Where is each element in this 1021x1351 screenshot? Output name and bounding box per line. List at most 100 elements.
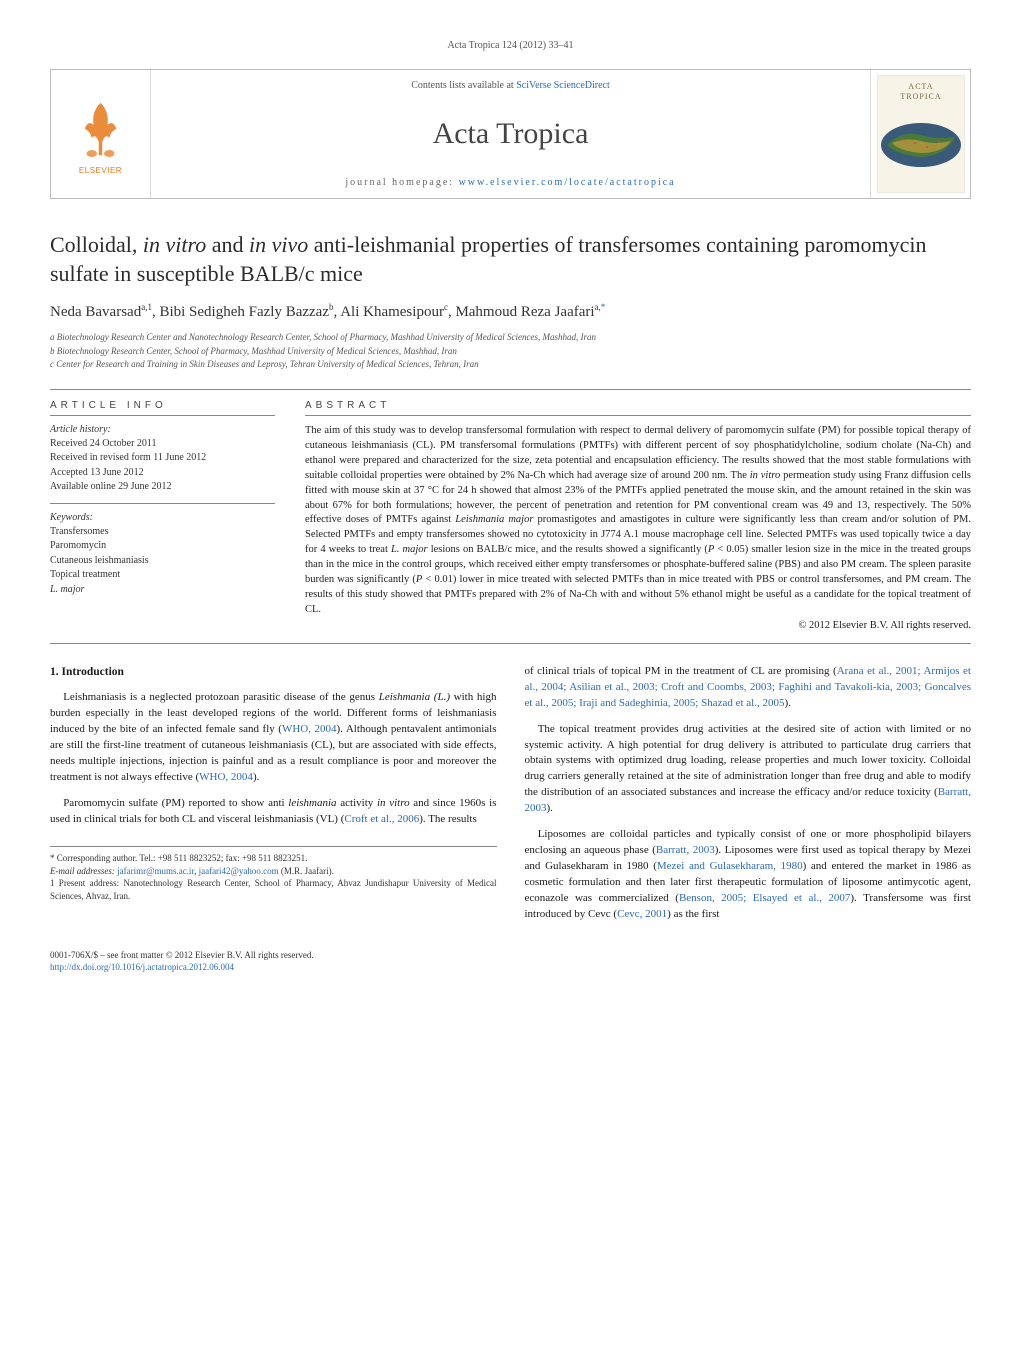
abs-seg-4: lesions on BALB/c mice, and the results … — [428, 544, 708, 555]
journal-cover: ACTA TROPICA — [870, 70, 970, 198]
c1p2-d: ). The results — [419, 813, 477, 825]
body-columns: 1. Introduction Leishmaniasis is a negle… — [50, 664, 971, 933]
kw-3: Cutaneous leishmaniasis — [50, 554, 275, 569]
ref-croft2006[interactable]: Croft et al., 2006 — [344, 813, 419, 825]
author-2: Bibi Sedigheh Fazly Bazzaz — [159, 304, 329, 320]
article-info-heading: article info — [50, 400, 275, 411]
ref-benson-elsayed[interactable]: Benson, 2005; Elsayed et al., 2007 — [679, 892, 850, 904]
ref-who2004-2[interactable]: WHO, 2004 — [199, 771, 253, 783]
section-heading: 1. Introduction — [50, 664, 497, 681]
col2-p2: The topical treatment provides drug acti… — [525, 722, 972, 818]
abstract-rule — [305, 415, 971, 416]
col2-p1: of clinical trials of topical PM in the … — [525, 664, 972, 712]
bottom-meta: 0001-706X/$ – see front matter © 2012 El… — [50, 949, 971, 973]
present-address-note: 1 Present address: Nanotechnology Resear… — [50, 877, 497, 902]
column-right: of clinical trials of topical PM in the … — [525, 664, 972, 933]
author-2-sup: b — [329, 302, 334, 312]
title-pre: Colloidal, — [50, 232, 143, 257]
footnotes: * Corresponding author. Tel.: +98 511 88… — [50, 846, 497, 902]
abs-italic-lmajor1: Leishmania major — [455, 514, 533, 525]
author-3-sup: c — [444, 302, 448, 312]
email-2-link[interactable]: jaafari42@yahoo.com — [199, 866, 279, 876]
affiliations: a Biotechnology Research Center and Nano… — [50, 331, 971, 371]
keywords-label: Keywords: — [50, 512, 275, 523]
history-label: Article history: — [50, 424, 275, 435]
c1p2-it: leishmania — [288, 797, 336, 809]
c2p1-a: of clinical trials of topical PM in the … — [525, 665, 837, 677]
affiliation-c: c Center for Research and Training in Sk… — [50, 358, 971, 371]
ref-barratt2003-2[interactable]: Barratt, 2003 — [656, 844, 715, 856]
c1p2-it2: in vitro — [377, 797, 410, 809]
cover-image-icon: ACTA TROPICA — [877, 75, 965, 193]
elsevier-logo: ELSEVIER — [51, 70, 151, 198]
svg-text:TROPICA: TROPICA — [900, 92, 941, 101]
c1p1-it: Leishmania (L.) — [379, 691, 450, 703]
homepage-prefix: journal homepage: — [345, 177, 458, 188]
issn-line: 0001-706X/$ – see front matter © 2012 El… — [50, 949, 971, 961]
contents-line: Contents lists available at SciVerse Sci… — [411, 80, 610, 91]
journal-header-box: ELSEVIER Contents lists available at Sci… — [50, 69, 971, 199]
title-italic1: in vitro — [143, 232, 206, 257]
rule-top — [50, 389, 971, 390]
kw-5: L. major — [50, 583, 275, 598]
article-info: article info Article history: Received 2… — [50, 400, 275, 631]
ref-cevc2001[interactable]: Cevc, 2001 — [617, 908, 667, 920]
col2-p3: Liposomes are colloidal particles and ty… — [525, 827, 972, 923]
affiliation-a: a Biotechnology Research Center and Nano… — [50, 331, 971, 344]
abs-italic-lmajor2: L. major — [391, 544, 428, 555]
author-1: Neda Bavarsad — [50, 304, 141, 320]
copyright-line: © 2012 Elsevier B.V. All rights reserved… — [305, 620, 971, 631]
email-1-link[interactable]: jafarimr@mums.ac.ir — [117, 866, 194, 876]
elsevier-text: ELSEVIER — [79, 166, 122, 175]
c1p2-b: activity — [337, 797, 377, 809]
abstract: abstract The aim of this study was to de… — [305, 400, 971, 631]
email-line: E-mail addresses: jafarimr@mums.ac.ir, j… — [50, 865, 497, 878]
contents-prefix: Contents lists available at — [411, 80, 516, 91]
elsevier-tree-icon — [73, 94, 128, 164]
c2p2-b: ). — [547, 802, 553, 814]
info-rule-2 — [50, 503, 275, 504]
email-tail: (M.R. Jaafari). — [279, 866, 334, 876]
journal-name: Acta Tropica — [433, 117, 589, 151]
c2p3-e: ) as the first — [667, 908, 719, 920]
authors-line: Neda Bavarsada,1, Bibi Sedigheh Fazly Ba… — [50, 302, 971, 321]
history-block: Received 24 October 2011 Received in rev… — [50, 437, 275, 495]
abstract-body: The aim of this study was to develop tra… — [305, 424, 971, 618]
c1p2-a: Paromomycin sulfate (PM) reported to sho… — [63, 797, 288, 809]
affiliation-b: b Biotechnology Research Center, School … — [50, 345, 971, 358]
col1-p1: Leishmaniasis is a neglected protozoan p… — [50, 690, 497, 786]
homepage-line: journal homepage: www.elsevier.com/locat… — [345, 177, 675, 188]
corr-star-link[interactable]: * — [601, 302, 606, 312]
author-1-sup: a,1 — [141, 302, 152, 312]
author-3: Ali Khamesipour — [340, 304, 444, 320]
author-4-sup: a,* — [595, 302, 606, 312]
col1-p2: Paromomycin sulfate (PM) reported to sho… — [50, 796, 497, 828]
abstract-heading: abstract — [305, 400, 971, 411]
info-rule — [50, 415, 275, 416]
header-center: Contents lists available at SciVerse Sci… — [151, 70, 870, 198]
journal-ref: Acta Tropica 124 (2012) 33–41 — [50, 40, 971, 51]
revised-date: Received in revised form 11 June 2012 — [50, 451, 275, 466]
email-label: E-mail addresses: — [50, 866, 117, 876]
online-date: Available online 29 June 2012 — [50, 480, 275, 495]
ref-mezei1980[interactable]: Mezei and Gulasekharam, 1980 — [657, 860, 803, 872]
author-4: Mahmoud Reza Jaafari — [455, 304, 594, 320]
c2p1-b: ). — [784, 697, 790, 709]
received-date: Received 24 October 2011 — [50, 437, 275, 452]
sciencedirect-link[interactable]: SciVerse ScienceDirect — [516, 80, 610, 91]
abs-italic-invitro: in vitro — [750, 470, 780, 481]
c2p2-a: The topical treatment provides drug acti… — [525, 723, 972, 799]
doi-link[interactable]: http://dx.doi.org/10.1016/j.actatropica.… — [50, 962, 234, 972]
title-mid: and — [206, 232, 249, 257]
c1p1-d: ). — [253, 771, 259, 783]
article-title: Colloidal, in vitro and in vivo anti-lei… — [50, 231, 971, 288]
rule-abstract-end — [50, 643, 971, 644]
accepted-date: Accepted 13 June 2012 — [50, 466, 275, 481]
svg-text:ACTA: ACTA — [908, 82, 933, 91]
kw-2: Paromomycin — [50, 539, 275, 554]
c1p1-a: Leishmaniasis is a neglected protozoan p… — [63, 691, 379, 703]
ref-who2004-1[interactable]: WHO, 2004 — [282, 723, 337, 735]
title-italic2: in vivo — [249, 232, 308, 257]
homepage-link[interactable]: www.elsevier.com/locate/actatropica — [459, 177, 676, 188]
column-left: 1. Introduction Leishmaniasis is a negle… — [50, 664, 497, 933]
